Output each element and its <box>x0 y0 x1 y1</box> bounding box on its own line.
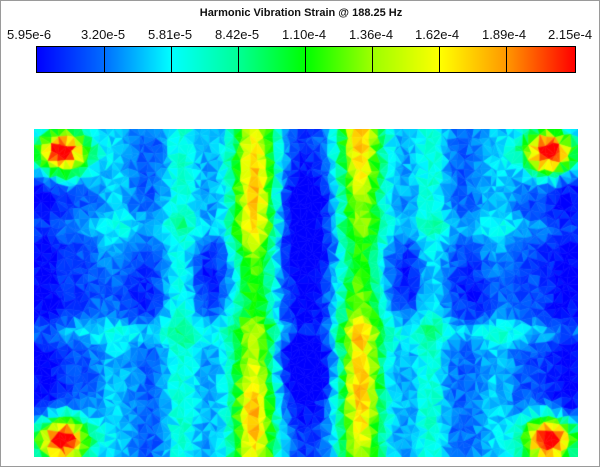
colorbar-label-6: 1.62e-4 <box>415 27 460 42</box>
strain-contour-plot[interactable] <box>34 129 578 457</box>
colorbar-label-1: 3.20e-5 <box>81 27 126 42</box>
colorbar-label-4: 1.10e-4 <box>282 27 327 42</box>
plot-title: Harmonic Vibration Strain @ 188.25 Hz <box>199 7 403 19</box>
colorbar-label-7: 1.89e-4 <box>482 27 527 42</box>
colorbar <box>36 46 576 73</box>
colorbar-tick <box>372 47 373 72</box>
colorbar-tick <box>506 47 507 72</box>
colorbar-label-5: 1.36e-4 <box>349 27 394 42</box>
colorbar-tick <box>305 47 306 72</box>
colorbar-tick <box>171 47 172 72</box>
colorbar-label-3: 8.42e-5 <box>215 27 260 42</box>
colorbar-label-0: 5.95e-6 <box>7 27 52 42</box>
colorbar-label-8: 2.15e-4 <box>548 27 593 42</box>
colorbar-tick <box>238 47 239 72</box>
colorbar-tick-labels: 5.95e-6 3.20e-5 5.81e-5 8.42e-5 1.10e-4 … <box>1 27 600 43</box>
colorbar-tick <box>439 47 440 72</box>
colorbar-label-2: 5.81e-5 <box>148 27 193 42</box>
colorbar-tick <box>104 47 105 72</box>
